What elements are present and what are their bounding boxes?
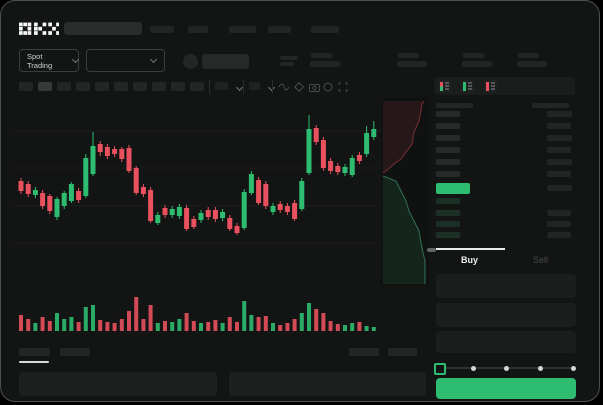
nav-item-placeholder[interactable] [311, 26, 339, 33]
stat-label-placeholder [518, 53, 539, 58]
timeframe-button[interactable] [76, 82, 90, 91]
chevron-down-icon [72, 56, 80, 63]
bid-amount-placeholder[interactable] [547, 210, 571, 216]
amount-slider-handle[interactable] [434, 363, 446, 375]
ask-price-placeholder[interactable] [436, 171, 460, 177]
market-type-label: Spot Trading [27, 51, 53, 70]
slider-stop-dot[interactable] [571, 365, 576, 371]
stat-value-placeholder [397, 61, 427, 67]
last-price-badge[interactable] [436, 183, 470, 194]
pair-coin-avatar [183, 54, 198, 69]
ask-amount-placeholder[interactable] [547, 135, 572, 141]
bottom-tab-placeholder[interactable] [19, 348, 50, 356]
pane-resize-handle[interactable] [427, 248, 436, 252]
bottom-panel-placeholder[interactable] [229, 372, 426, 396]
last-price-amount-placeholder [547, 185, 572, 191]
bid-price-placeholder[interactable] [436, 232, 460, 238]
ask-amount-placeholder[interactable] [547, 171, 571, 177]
bid-amount-placeholder[interactable] [547, 232, 571, 238]
orderbook-toolbar [434, 77, 575, 95]
indicator-icon[interactable] [249, 82, 260, 90]
timeframe-button[interactable] [57, 82, 71, 91]
timeframe-button[interactable] [38, 82, 52, 91]
active-tab-underline [19, 361, 49, 363]
buy-tab-label: Buy [460, 255, 478, 265]
chevron-down-icon [149, 55, 158, 64]
nav-item-placeholder[interactable] [188, 26, 208, 33]
stat-value-placeholder [517, 61, 547, 67]
tab-sell[interactable]: Sell [505, 250, 576, 270]
tab-buy[interactable]: Buy [434, 250, 505, 270]
bid-price-placeholder[interactable] [436, 198, 460, 204]
buy-submit-button[interactable] [436, 378, 576, 399]
orderbook-header-placeholder [436, 103, 473, 108]
ask-price-placeholder[interactable] [436, 123, 460, 129]
orderbook-view-bids-icon[interactable] [461, 80, 474, 93]
orderbook-header-placeholder [532, 103, 569, 108]
ask-amount-placeholder[interactable] [547, 147, 571, 153]
sell-tab-label: Sell [532, 255, 548, 265]
timeframe-button[interactable] [133, 82, 147, 91]
slider-stop-dot[interactable] [471, 365, 476, 371]
slider-stop-dot[interactable] [504, 365, 509, 371]
okx-logo[interactable] [19, 22, 59, 36]
ask-price-placeholder[interactable] [436, 135, 460, 141]
stat-label-placeholder [463, 53, 484, 58]
bid-price-placeholder[interactable] [436, 221, 460, 227]
orderbook-view-asks-icon[interactable] [484, 80, 497, 93]
stat-value-placeholder [310, 61, 340, 67]
nav-item-placeholder[interactable] [229, 26, 256, 33]
order-form-field[interactable] [436, 274, 576, 298]
brush-icon[interactable] [294, 82, 304, 92]
chevron-down-icon[interactable] [235, 83, 244, 92]
ask-price-placeholder[interactable] [436, 111, 460, 117]
pair-name-placeholder[interactable] [202, 54, 249, 69]
pair-selector-dropdown[interactable] [86, 49, 165, 72]
timeframe-button[interactable] [95, 82, 109, 91]
buy-tab-indicator [436, 248, 505, 250]
bottom-tab-placeholder[interactable] [388, 348, 417, 356]
nav-item-placeholder[interactable] [268, 26, 291, 33]
stat-label-placeholder [398, 53, 419, 58]
timeframe-button[interactable] [171, 82, 185, 91]
timeframe-button[interactable] [19, 82, 33, 91]
bottom-tab-placeholder[interactable] [349, 348, 379, 356]
stat-label-placeholder [311, 53, 332, 58]
slider-stop-dot[interactable] [538, 365, 543, 371]
bid-price-placeholder[interactable] [436, 210, 460, 216]
ask-amount-placeholder[interactable] [547, 111, 572, 117]
wave-line-icon[interactable] [278, 82, 290, 92]
bottom-panel-placeholder[interactable] [19, 372, 217, 396]
bid-amount-placeholder[interactable] [547, 221, 571, 227]
ask-price-placeholder[interactable] [436, 147, 460, 153]
stat-value-placeholder [462, 61, 492, 67]
bottom-tab-placeholder[interactable] [60, 348, 90, 356]
nav-item-placeholder[interactable] [150, 26, 174, 33]
camera-icon[interactable] [309, 82, 320, 92]
price-chart[interactable] [11, 96, 431, 341]
ask-amount-placeholder[interactable] [547, 159, 572, 165]
market-type-dropdown[interactable]: Spot Trading [19, 49, 80, 72]
timeframe-button[interactable] [114, 82, 128, 91]
timeframe-button[interactable] [190, 82, 204, 91]
order-form-field[interactable] [436, 303, 576, 327]
timeframe-button[interactable] [152, 82, 166, 91]
price-change-placeholder [280, 62, 294, 66]
orderbook-view-combined-icon[interactable] [438, 80, 451, 93]
ask-price-placeholder[interactable] [436, 159, 460, 165]
last-price-placeholder [280, 56, 298, 60]
ask-amount-placeholder[interactable] [547, 123, 571, 129]
history-icon[interactable] [323, 82, 333, 92]
fullscreen-icon[interactable] [338, 82, 348, 92]
candle-style-icon[interactable] [215, 82, 228, 90]
search-input[interactable] [64, 22, 142, 35]
order-form-field[interactable] [436, 331, 576, 353]
